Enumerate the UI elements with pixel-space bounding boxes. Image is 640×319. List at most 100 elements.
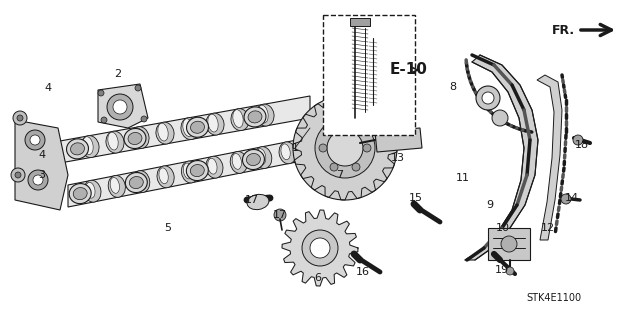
Polygon shape — [15, 120, 68, 210]
Text: 7: 7 — [337, 170, 344, 180]
Text: 18: 18 — [575, 140, 589, 150]
Text: 16: 16 — [356, 267, 370, 277]
Circle shape — [352, 125, 360, 133]
Ellipse shape — [81, 136, 99, 158]
Text: 11: 11 — [456, 173, 470, 183]
Ellipse shape — [206, 156, 223, 178]
Text: 9: 9 — [486, 200, 493, 210]
Ellipse shape — [157, 166, 174, 188]
Ellipse shape — [257, 149, 266, 165]
Text: 17: 17 — [245, 195, 259, 205]
Ellipse shape — [191, 121, 204, 133]
Ellipse shape — [243, 150, 264, 170]
Polygon shape — [60, 96, 310, 163]
Circle shape — [11, 168, 25, 182]
Ellipse shape — [108, 175, 125, 197]
Circle shape — [15, 172, 21, 178]
Ellipse shape — [183, 119, 193, 137]
Circle shape — [330, 125, 338, 133]
Circle shape — [330, 163, 338, 171]
Circle shape — [25, 130, 45, 150]
Text: 1: 1 — [291, 143, 298, 153]
Polygon shape — [465, 55, 538, 260]
Circle shape — [476, 86, 500, 110]
Ellipse shape — [247, 194, 269, 210]
Circle shape — [113, 100, 127, 114]
Text: 2: 2 — [115, 69, 122, 79]
Text: 14: 14 — [565, 193, 579, 203]
Ellipse shape — [134, 173, 144, 189]
Ellipse shape — [156, 122, 174, 144]
Text: 17: 17 — [273, 210, 287, 220]
Circle shape — [327, 130, 363, 166]
Text: FR.: FR. — [552, 24, 575, 36]
Ellipse shape — [133, 128, 143, 145]
Text: 4: 4 — [44, 83, 52, 93]
Ellipse shape — [279, 142, 296, 164]
Ellipse shape — [132, 171, 150, 193]
Ellipse shape — [158, 123, 168, 141]
Circle shape — [506, 267, 514, 275]
Text: 12: 12 — [541, 223, 555, 233]
Ellipse shape — [186, 117, 209, 137]
Ellipse shape — [281, 144, 291, 160]
Ellipse shape — [206, 113, 224, 135]
Ellipse shape — [159, 168, 168, 184]
Ellipse shape — [231, 109, 249, 130]
Ellipse shape — [124, 129, 146, 149]
Ellipse shape — [208, 158, 217, 174]
Circle shape — [501, 236, 517, 252]
Circle shape — [274, 209, 286, 221]
Circle shape — [135, 85, 141, 91]
Circle shape — [573, 135, 583, 145]
Ellipse shape — [258, 105, 268, 123]
Circle shape — [363, 144, 371, 152]
Circle shape — [107, 94, 133, 120]
Circle shape — [310, 238, 330, 258]
Ellipse shape — [108, 132, 118, 150]
Ellipse shape — [84, 180, 101, 202]
Circle shape — [17, 115, 23, 121]
Circle shape — [492, 110, 508, 126]
Circle shape — [13, 111, 27, 125]
Text: 6: 6 — [314, 273, 321, 283]
Ellipse shape — [248, 111, 262, 123]
Ellipse shape — [208, 114, 218, 132]
Ellipse shape — [246, 153, 260, 166]
Ellipse shape — [106, 131, 124, 153]
Circle shape — [293, 96, 397, 200]
Text: 8: 8 — [449, 82, 456, 92]
Polygon shape — [375, 128, 422, 152]
Ellipse shape — [129, 176, 143, 189]
Ellipse shape — [183, 163, 193, 179]
Text: 5: 5 — [164, 223, 172, 233]
Text: 15: 15 — [409, 193, 423, 203]
Circle shape — [302, 230, 338, 266]
Ellipse shape — [110, 177, 120, 193]
Ellipse shape — [256, 104, 274, 126]
Ellipse shape — [255, 147, 272, 168]
Text: 3: 3 — [38, 170, 45, 180]
Text: STK4E1100: STK4E1100 — [527, 293, 582, 303]
Circle shape — [141, 116, 147, 122]
Polygon shape — [98, 84, 148, 128]
Bar — [323, 15, 415, 135]
Circle shape — [482, 92, 494, 104]
Ellipse shape — [190, 165, 204, 177]
Circle shape — [315, 118, 375, 178]
Ellipse shape — [181, 118, 199, 139]
Ellipse shape — [67, 139, 88, 159]
Ellipse shape — [131, 127, 149, 149]
Ellipse shape — [186, 160, 208, 181]
Circle shape — [33, 175, 43, 185]
Ellipse shape — [181, 161, 198, 183]
Polygon shape — [350, 18, 370, 26]
Text: 10: 10 — [496, 223, 510, 233]
Circle shape — [101, 117, 107, 123]
Ellipse shape — [230, 152, 248, 173]
Polygon shape — [282, 210, 358, 286]
Ellipse shape — [233, 110, 243, 128]
Circle shape — [352, 163, 360, 171]
Text: 13: 13 — [391, 153, 405, 163]
Ellipse shape — [73, 188, 87, 200]
